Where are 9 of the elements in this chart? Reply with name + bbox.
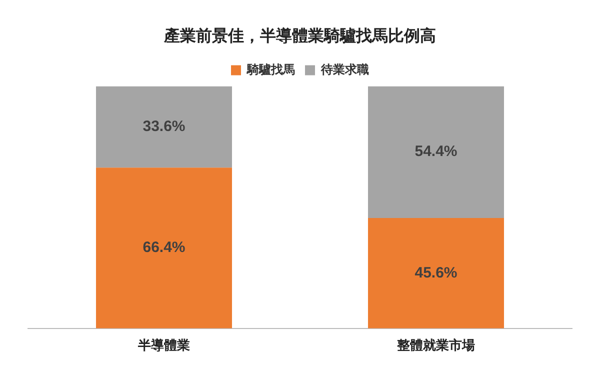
legend-label: 待業求職	[320, 62, 369, 76]
data-label: 33.6%	[142, 118, 186, 136]
data-label: 54.4%	[414, 143, 458, 160]
chart-title: 產業前景佳，半導體業騎驢找馬比例高	[163, 26, 436, 45]
data-label: 66.4%	[142, 239, 186, 256]
data-label: 45.6%	[414, 264, 458, 282]
legend-label: 騎驢找馬	[246, 62, 295, 76]
x-tick-label: 半導體業	[137, 338, 190, 354]
x-tick-label: 整體就業市場	[396, 338, 475, 354]
